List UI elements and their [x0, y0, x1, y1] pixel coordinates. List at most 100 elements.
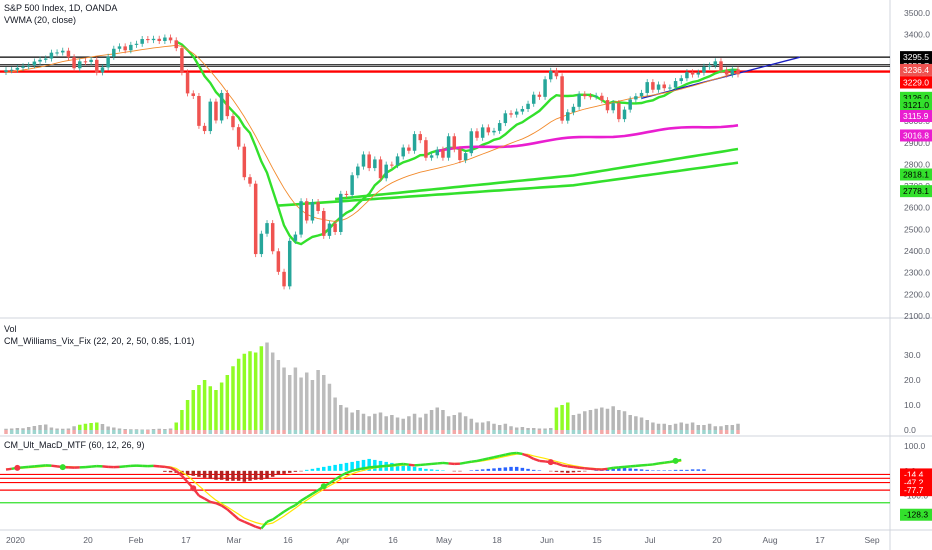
macd-histogram-bar	[197, 470, 201, 477]
time-axis-label: Sep	[864, 535, 879, 545]
macd-line-segment	[482, 457, 489, 461]
volume-bar	[66, 430, 71, 434]
macd-line-segment	[232, 513, 240, 521]
vix-fix-bar	[117, 428, 122, 430]
candle-body	[571, 106, 576, 113]
volume-bar	[117, 430, 122, 434]
candle-body	[208, 101, 213, 132]
vix-fix-bar	[673, 423, 678, 430]
volume-bar	[208, 430, 213, 434]
macd-histogram-bar	[475, 469, 479, 471]
candle-body	[583, 94, 587, 97]
candle-body	[384, 164, 388, 179]
candle-body	[469, 131, 474, 154]
vix-fix-bar	[43, 424, 48, 430]
volume-bar	[543, 430, 547, 434]
volume-bar	[185, 430, 190, 434]
vix-fix-bar	[486, 421, 491, 430]
candle-body	[344, 193, 349, 195]
volume-bar	[259, 430, 264, 434]
volume-bar	[452, 430, 457, 434]
vix-fix-bar	[304, 372, 309, 430]
vix-fix-bar	[191, 390, 196, 430]
candle-body	[390, 164, 394, 166]
vix-fix-bar	[441, 410, 445, 430]
candle-body	[446, 136, 451, 158]
vix-fix-bar	[180, 410, 184, 430]
macd-line-segment	[220, 504, 228, 511]
volume-bar	[634, 430, 638, 434]
vix-fix-bar	[583, 411, 587, 430]
volume-bar	[106, 430, 110, 434]
volume-bar	[390, 430, 394, 434]
macd-histogram-bar	[265, 470, 269, 479]
vol-legend: Vol	[4, 324, 17, 334]
vix-fix-bar	[509, 426, 513, 430]
vix-fix-bar	[418, 417, 422, 430]
candle-body	[645, 82, 649, 93]
vix-fix-bar	[316, 370, 320, 430]
vix-fix-bar	[696, 425, 701, 430]
candle-body	[333, 223, 337, 232]
candle-body	[475, 131, 479, 138]
price-tick-label: 2900.0	[904, 138, 930, 148]
macd-line-segment	[289, 504, 296, 510]
candle-body	[151, 38, 156, 41]
macd-line-segment	[266, 518, 274, 523]
vix-fix-bar	[634, 416, 638, 430]
vix-fix-bar	[458, 412, 462, 430]
candle-body	[339, 193, 343, 232]
candle-body	[452, 136, 457, 150]
vix-fix-bar	[537, 428, 542, 430]
macd-histogram-bar	[356, 460, 360, 471]
price-tag-label: 3016.8	[903, 130, 929, 140]
volume-bar	[15, 430, 20, 434]
volume-bar	[548, 430, 553, 434]
volume-bar	[537, 430, 542, 434]
vwma-line	[5, 44, 739, 222]
vix-fix-bar	[214, 390, 218, 430]
volume-bar	[685, 430, 689, 434]
volume-bar	[730, 430, 735, 434]
macd-histogram-bar	[702, 469, 706, 471]
volume-bar	[180, 430, 184, 434]
macd-histogram-bar	[259, 470, 264, 480]
macd-cross-dot	[320, 483, 327, 490]
macd-line-segment	[277, 510, 285, 517]
vix-fix-bar	[21, 428, 25, 430]
candle-body	[458, 149, 462, 161]
macd-line-segment	[328, 478, 336, 485]
candle-body	[497, 123, 502, 131]
candle-body	[168, 37, 173, 41]
volume-bar	[49, 430, 54, 434]
macd-histogram-bar	[492, 468, 496, 471]
vix-tick-label: 30.0	[904, 350, 921, 360]
volume-bar	[202, 430, 207, 434]
vix-fix-bar	[707, 423, 712, 430]
macd-histogram-bar	[486, 468, 491, 471]
volume-bar	[225, 430, 230, 434]
price-tick-label: 2600.0	[904, 203, 930, 213]
candle-body	[463, 153, 468, 161]
volume-bar	[38, 430, 42, 434]
candle-body	[560, 76, 564, 121]
macd-histogram-bar	[168, 470, 173, 473]
macd-histogram-bar	[373, 459, 377, 471]
volume-bar	[231, 430, 235, 434]
candle-body	[304, 201, 309, 221]
vix-fix-bar	[730, 425, 735, 430]
price-tag-bg	[900, 51, 932, 64]
macd-line-segment	[283, 507, 291, 513]
macd-line-segment	[346, 469, 353, 474]
time-axis-label: 17	[181, 535, 191, 545]
vix-fix-bar	[208, 386, 213, 430]
macd-histogram-bar	[497, 467, 502, 471]
vix-fix-bar	[55, 428, 59, 430]
vix-fix-bar	[310, 380, 315, 430]
vix-fix-bar	[339, 405, 343, 430]
macd-level-tag-label: -77.7	[904, 485, 924, 495]
volume-bar	[339, 430, 343, 434]
candle-body	[49, 52, 54, 59]
volume-bar	[373, 430, 377, 434]
candle-body	[702, 66, 706, 73]
